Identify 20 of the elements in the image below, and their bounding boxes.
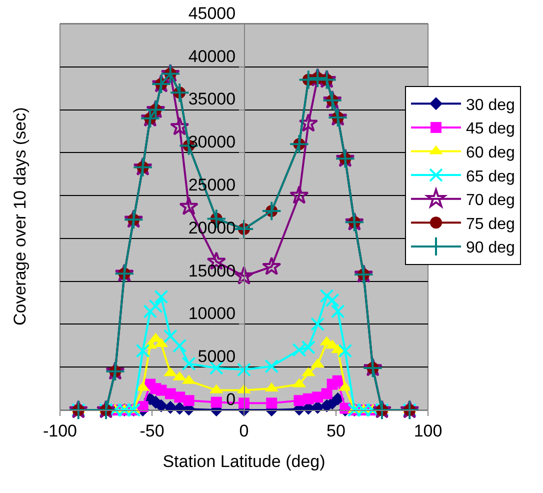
y-tick-label: 45000 bbox=[188, 4, 236, 23]
y-tick-label: 35000 bbox=[188, 90, 236, 109]
x-axis-title: Station Latitude (deg) bbox=[162, 452, 326, 471]
x-tick-label: 50 bbox=[326, 421, 346, 440]
legend-label: 70 deg bbox=[466, 192, 515, 210]
y-tick-label: 15000 bbox=[188, 261, 236, 280]
y-axis-title: Coverage over 10 days (sec) bbox=[10, 107, 30, 326]
legend-label: 75 deg bbox=[466, 216, 515, 233]
legend-label: 90 deg bbox=[466, 240, 515, 257]
y-tick-label: 40000 bbox=[188, 46, 236, 66]
x-tick-label: 100 bbox=[414, 421, 442, 440]
y-tick-label: 5000 bbox=[198, 347, 236, 366]
x-tick-label: 0 bbox=[239, 421, 249, 440]
legend-label: 45 deg bbox=[466, 120, 515, 138]
y-tick-label: 10000 bbox=[188, 304, 236, 324]
legend-label: 30 deg bbox=[466, 96, 515, 114]
x-tick-label: -100 bbox=[42, 421, 78, 440]
legend-label: 60 deg bbox=[466, 144, 515, 162]
legend-label: 65 deg bbox=[466, 168, 515, 186]
x-tick-label: -50 bbox=[140, 421, 164, 440]
